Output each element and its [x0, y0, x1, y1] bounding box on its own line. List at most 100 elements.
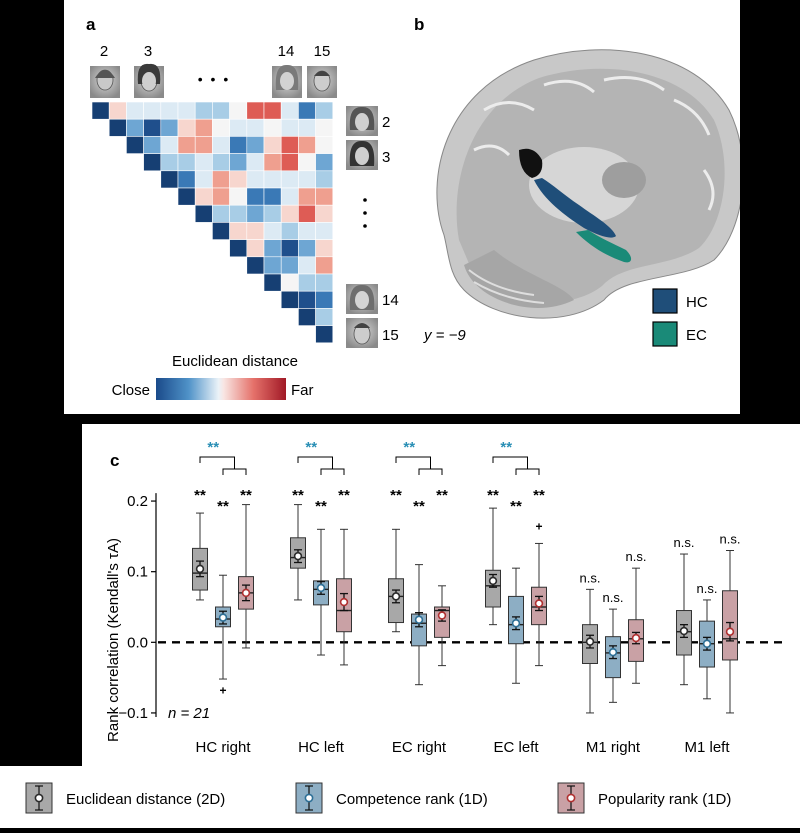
matrix-cell — [298, 118, 316, 137]
matrix-cell — [315, 222, 334, 240]
face-photo — [346, 284, 378, 314]
significance-label: ** — [413, 498, 425, 515]
legend-label-hc: HC — [686, 294, 708, 311]
comparison-bracket — [199, 456, 235, 469]
slice-coordinate: y = −9 — [423, 327, 466, 344]
brain-mri-sagittal — [436, 49, 744, 319]
matrix-cell — [177, 101, 196, 120]
legend-swatch-ec — [652, 321, 678, 347]
x-tick-label: HC left — [298, 739, 345, 756]
matrix-cell — [212, 187, 230, 206]
mean-marker — [339, 597, 349, 607]
colorbar — [156, 378, 286, 400]
matrix-cell — [280, 136, 299, 154]
matrix-cell — [194, 204, 213, 223]
face-photo — [346, 140, 378, 170]
legend-marker — [566, 793, 576, 803]
legend-marker — [34, 793, 44, 803]
outlier-marker: + — [535, 519, 542, 533]
matrix-cell — [263, 239, 282, 258]
comparison-significance: ** — [207, 439, 219, 456]
matrix-cell — [246, 187, 265, 206]
matrix-cell — [229, 101, 248, 120]
face-photo — [272, 64, 302, 98]
distance-matrix — [91, 101, 334, 344]
face-top-label: 15 — [314, 43, 331, 60]
matrix-cell — [298, 273, 316, 292]
matrix-cell — [298, 187, 316, 206]
matrix-cell — [194, 170, 213, 189]
mean-marker — [488, 576, 498, 586]
matrix-cell — [315, 256, 334, 275]
legend-swatch-hc — [652, 288, 678, 314]
figure-top-svg: a 2 3 14 15 • • • 2 3 14 15 — [86, 15, 744, 400]
matrix-cell — [177, 136, 196, 154]
matrix-cell — [177, 153, 196, 172]
matrix-cell — [263, 153, 282, 172]
significance-label: n.s. — [603, 590, 624, 605]
significance-label: n.s. — [697, 581, 718, 596]
faces-ellipsis: • • • — [198, 71, 230, 87]
panel-a-label: a — [86, 15, 96, 34]
matrix-cell — [212, 170, 230, 189]
matrix-cell — [212, 222, 230, 240]
matrix-cell — [229, 153, 248, 172]
significance-label: ** — [338, 487, 350, 504]
comparison-significance: ** — [500, 439, 512, 456]
matrix-cell — [126, 136, 144, 154]
matrix-cell — [315, 290, 334, 309]
face-photo — [90, 66, 120, 98]
comparison-bracket — [418, 468, 443, 475]
matrix-cell — [280, 273, 299, 292]
face-top-label: 2 — [100, 43, 108, 60]
matrix-cell — [298, 204, 316, 223]
legend-item: Euclidean distance (2D) — [25, 782, 225, 814]
significance-label: ** — [487, 487, 499, 504]
matrix-cell — [229, 136, 248, 154]
matrix-cell — [298, 153, 316, 172]
mean-marker — [414, 615, 424, 624]
mean-marker — [218, 613, 228, 622]
figure-bottom-panel: c Rank correlation (Kendall's τA) 0.2 0.1… — [82, 424, 800, 766]
legend-items: Euclidean distance (2D) Competence rank (… — [25, 782, 731, 814]
matrix-cell — [160, 136, 179, 154]
legend-label: Euclidean distance (2D) — [66, 791, 225, 808]
hc-region — [534, 178, 616, 238]
figure-top-panel: a 2 3 14 15 • • • 2 3 14 15 — [64, 0, 744, 414]
matrix-cell — [246, 222, 265, 240]
matrix-cell — [315, 136, 334, 154]
significance-label: ** — [510, 498, 522, 515]
colorbar-title: Euclidean distance — [172, 353, 298, 370]
matrix-cell — [246, 239, 265, 258]
comparison-bracket — [222, 468, 247, 475]
mean-marker — [679, 626, 689, 636]
significance-label: n.s. — [626, 549, 647, 564]
matrix-cell — [298, 290, 316, 309]
matrix-cell — [246, 118, 265, 137]
chart-legend-svg: Euclidean distance (2D) Competence rank (… — [25, 782, 731, 814]
mean-marker — [316, 583, 326, 593]
comparison-bracket — [395, 456, 431, 469]
matrix-cell — [143, 101, 162, 120]
legend-label-ec: EC — [686, 327, 707, 344]
matrix-cell — [263, 256, 282, 275]
matrix-cell — [143, 136, 162, 154]
sample-size-label: n = 21 — [168, 705, 210, 722]
mean-marker — [585, 637, 595, 646]
face-photo — [346, 318, 378, 348]
matrix-cell — [212, 136, 230, 154]
x-tick-label: M1 right — [586, 739, 641, 756]
matrix-cell — [194, 136, 213, 154]
matrix-cell — [280, 153, 299, 172]
legend-label: Popularity rank (1D) — [598, 791, 731, 808]
matrix-cell — [229, 187, 248, 206]
matrix-cell — [229, 222, 248, 240]
matrix-cell — [280, 118, 299, 137]
matrix-cell — [246, 170, 265, 189]
matrix-cell — [315, 204, 334, 223]
matrix-cell — [315, 273, 334, 292]
matrix-cell — [212, 204, 230, 223]
comparison-bracket — [320, 468, 345, 475]
legend-item: Popularity rank (1D) — [557, 782, 731, 814]
mean-marker — [293, 551, 303, 561]
